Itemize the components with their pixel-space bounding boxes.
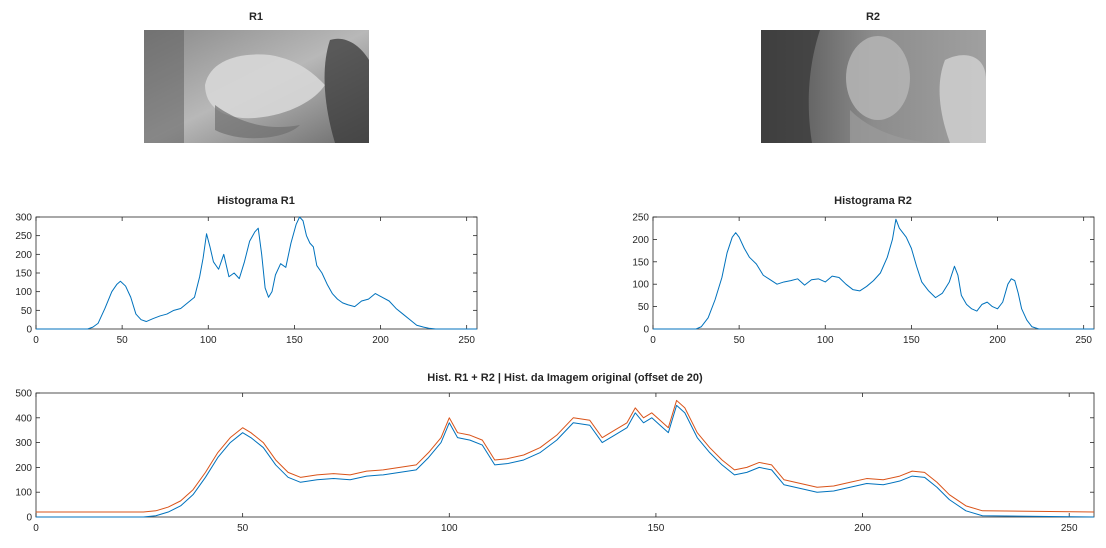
- hist-sum-xtick-label: 150: [648, 523, 665, 534]
- image-r2: [761, 30, 986, 143]
- hist-r1-series-line-0: [36, 216, 477, 330]
- hist-r1-xtick-label: 50: [117, 335, 129, 346]
- hist-sum-xtick-label: 200: [854, 523, 871, 534]
- hist-r1-ytick-label: 50: [21, 306, 33, 317]
- hist-r1-xtick-label: 0: [33, 335, 39, 346]
- chart-hist-r2: Histograma R2 0 50 100 150 200 250 0 50 100 150 20…: [632, 195, 1095, 346]
- hist-r1-ytick-label: 250: [15, 231, 32, 242]
- hist-sum-plot-area: [35, 392, 1095, 518]
- hist-r2-ytick-label: 0: [643, 325, 649, 336]
- hist-r1-xtick-label: 100: [200, 335, 217, 346]
- hist-r2-title: Histograma R2: [834, 195, 912, 207]
- hist-sum-series-line-1: [36, 399, 1095, 513]
- hist-r2-ytick-label: 50: [638, 302, 650, 313]
- hist-r1-xtick-label: 250: [458, 335, 475, 346]
- hist-sum-ticks: 0 50 100 150 200 250 0 100 200 300 400 500: [15, 389, 1094, 534]
- hist-sum-series: [36, 399, 1095, 518]
- hist-r2-xtick-label: 250: [1075, 335, 1092, 346]
- chart-hist-r1: Histograma R1 0 50 100 150 200 250 0 50 100 150 20…: [15, 195, 478, 346]
- hist-sum-ytick-label: 400: [15, 413, 32, 424]
- hist-r2-ytick-label: 150: [632, 257, 649, 268]
- hist-r2-xtick-label: 100: [817, 335, 834, 346]
- hist-r1-ytick-label: 300: [15, 213, 32, 224]
- hist-r2-plot-area: [652, 216, 1095, 330]
- hist-r1-ytick-label: 150: [15, 269, 32, 280]
- hist-r1-xtick-label: 150: [286, 335, 303, 346]
- hist-r1-ticks: 0 50 100 150 200 250 0 50 100 150 200 250 300: [15, 213, 477, 346]
- hist-r2-ytick-label: 200: [632, 235, 649, 246]
- hist-sum-xtick-label: 0: [33, 523, 39, 534]
- image-panel-r1: R1: [144, 11, 369, 143]
- hist-r2-series: [653, 218, 1094, 330]
- hist-sum-xtick-label: 250: [1061, 523, 1078, 534]
- hist-r2-ytick-label: 250: [632, 213, 649, 224]
- hist-sum-ytick-label: 500: [15, 389, 32, 400]
- hist-sum-series-line-0: [36, 404, 1095, 518]
- hist-r2-ytick-label: 100: [632, 280, 649, 291]
- hist-sum-title: Hist. R1 + R2 | Hist. da Imagem original…: [427, 372, 703, 384]
- hist-r1-series: [36, 216, 477, 330]
- hist-r2-xtick-label: 200: [989, 335, 1006, 346]
- hist-r2-xtick-label: 0: [650, 335, 656, 346]
- hist-sum-xtick-label: 100: [441, 523, 458, 534]
- hist-sum-ytick-label: 300: [15, 438, 32, 449]
- image-r1-title: R1: [249, 11, 263, 23]
- hist-r2-ticks: 0 50 100 150 200 250 0 50 100 150 200 250: [632, 213, 1094, 346]
- hist-r1-ytick-label: 0: [26, 325, 32, 336]
- image-r2-title: R2: [866, 11, 880, 23]
- hist-r2-xtick-label: 150: [903, 335, 920, 346]
- hist-r1-ytick-label: 200: [15, 250, 32, 261]
- hist-sum-ytick-label: 200: [15, 463, 32, 474]
- hist-r1-title: Histograma R1: [217, 195, 295, 207]
- hist-r2-xtick-label: 50: [734, 335, 746, 346]
- image-panel-r2: R2: [761, 11, 986, 143]
- image-r1: [144, 30, 369, 143]
- hist-sum-ytick-label: 100: [15, 488, 32, 499]
- hist-r1-plot-area: [35, 216, 478, 330]
- hist-r1-ytick-label: 100: [15, 287, 32, 298]
- hist-sum-xtick-label: 50: [237, 523, 249, 534]
- hist-sum-ytick-label: 0: [26, 513, 32, 524]
- hist-r1-xtick-label: 200: [372, 335, 389, 346]
- chart-hist-sum: Hist. R1 + R2 | Hist. da Imagem original…: [15, 372, 1095, 534]
- hist-r2-series-line-0: [653, 218, 1094, 330]
